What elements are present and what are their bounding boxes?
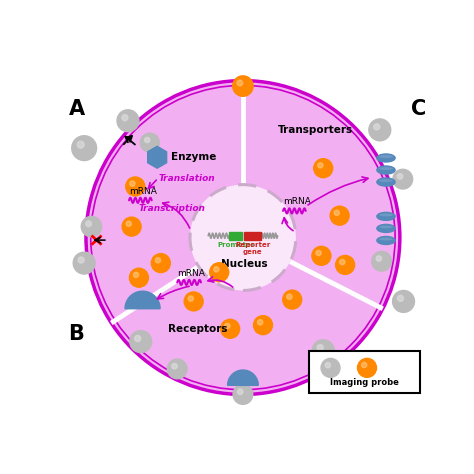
Circle shape <box>362 362 367 368</box>
Circle shape <box>72 136 97 161</box>
Circle shape <box>357 358 376 377</box>
Ellipse shape <box>379 179 393 182</box>
Circle shape <box>325 363 330 368</box>
Circle shape <box>214 267 219 272</box>
Text: Promoter: Promoter <box>217 242 254 248</box>
Circle shape <box>225 323 230 328</box>
Circle shape <box>334 210 339 216</box>
FancyBboxPatch shape <box>244 232 261 240</box>
Circle shape <box>190 185 296 291</box>
Circle shape <box>397 173 403 179</box>
Circle shape <box>77 141 84 148</box>
Circle shape <box>312 340 334 362</box>
Circle shape <box>233 384 253 404</box>
Polygon shape <box>228 370 258 385</box>
Circle shape <box>339 259 345 264</box>
Circle shape <box>374 124 380 130</box>
Circle shape <box>287 294 292 300</box>
Circle shape <box>122 115 128 121</box>
Circle shape <box>172 364 177 369</box>
Circle shape <box>321 358 340 377</box>
Circle shape <box>155 257 161 263</box>
Circle shape <box>318 163 323 168</box>
Ellipse shape <box>379 167 393 170</box>
Circle shape <box>314 159 333 178</box>
Text: mRNA: mRNA <box>283 197 311 206</box>
Text: Reporter
gene: Reporter gene <box>235 242 270 255</box>
Circle shape <box>210 263 228 282</box>
Circle shape <box>167 359 187 379</box>
Circle shape <box>78 257 84 263</box>
Circle shape <box>316 250 321 255</box>
Circle shape <box>257 319 263 325</box>
Text: B: B <box>68 324 84 344</box>
Circle shape <box>73 252 95 274</box>
Circle shape <box>140 133 159 152</box>
Circle shape <box>392 291 414 312</box>
Ellipse shape <box>377 212 395 220</box>
Text: Translation: Translation <box>158 173 215 182</box>
Ellipse shape <box>379 237 393 240</box>
Circle shape <box>126 177 145 196</box>
Ellipse shape <box>377 178 395 186</box>
Circle shape <box>117 110 139 132</box>
Circle shape <box>151 254 170 273</box>
Circle shape <box>129 268 148 287</box>
Circle shape <box>184 292 203 311</box>
Text: Enzyme: Enzyme <box>171 152 217 162</box>
Text: Transcription: Transcription <box>139 204 206 213</box>
Circle shape <box>397 295 403 301</box>
Circle shape <box>133 272 139 277</box>
Ellipse shape <box>377 166 395 174</box>
Ellipse shape <box>379 226 393 228</box>
Circle shape <box>81 216 102 237</box>
Circle shape <box>188 296 193 301</box>
Text: mRNA: mRNA <box>177 269 205 278</box>
Circle shape <box>336 255 355 274</box>
Circle shape <box>312 246 331 265</box>
Circle shape <box>376 256 382 261</box>
Circle shape <box>254 316 273 335</box>
FancyBboxPatch shape <box>229 232 242 240</box>
Text: A: A <box>68 99 84 119</box>
Circle shape <box>86 81 400 394</box>
Polygon shape <box>148 146 167 168</box>
Circle shape <box>317 345 323 351</box>
FancyBboxPatch shape <box>309 351 420 392</box>
Ellipse shape <box>377 154 395 162</box>
Text: mRNA: mRNA <box>129 187 157 196</box>
Circle shape <box>135 336 141 342</box>
Circle shape <box>330 206 349 225</box>
Ellipse shape <box>377 237 395 245</box>
Circle shape <box>122 217 141 236</box>
Circle shape <box>221 319 240 338</box>
Circle shape <box>233 76 253 96</box>
Text: Nucleus: Nucleus <box>221 259 268 269</box>
Circle shape <box>145 137 150 143</box>
Circle shape <box>86 221 91 227</box>
Circle shape <box>372 251 392 271</box>
Text: Receptors: Receptors <box>168 324 228 334</box>
Circle shape <box>283 290 301 309</box>
Circle shape <box>130 331 152 353</box>
Ellipse shape <box>379 155 393 158</box>
Circle shape <box>237 80 243 86</box>
Polygon shape <box>125 291 160 309</box>
Circle shape <box>130 181 135 186</box>
Ellipse shape <box>379 213 393 216</box>
Text: Transporters: Transporters <box>278 125 354 135</box>
Circle shape <box>126 221 131 227</box>
Circle shape <box>393 169 413 189</box>
Text: C: C <box>411 99 426 119</box>
Ellipse shape <box>377 224 395 232</box>
Circle shape <box>237 389 243 394</box>
Circle shape <box>369 119 391 141</box>
Text: Imaging probe: Imaging probe <box>330 378 399 387</box>
